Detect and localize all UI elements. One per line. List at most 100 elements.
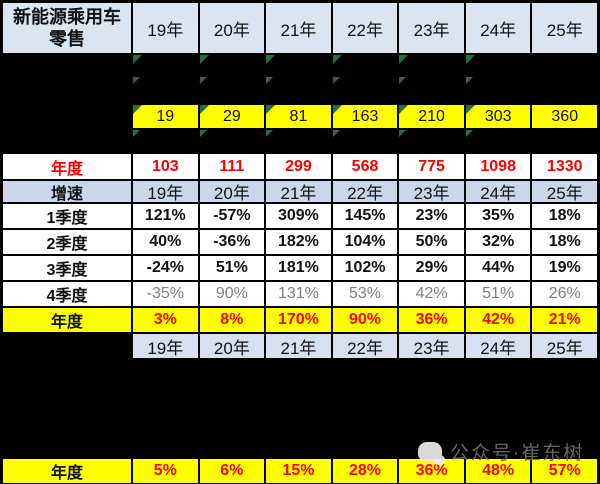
annual-growth-cell: 8% — [199, 308, 265, 332]
hidden-cell — [3, 334, 131, 358]
year-header-cell: 24年 — [465, 334, 531, 358]
growth-cell: 42% — [399, 282, 464, 306]
green-triangle-icon — [399, 105, 409, 114]
annual-growth-cell: 90% — [332, 308, 398, 332]
hidden-cell — [199, 130, 265, 152]
bottom-annual-label: 年度 — [3, 459, 131, 483]
annual-growth-cell: 170% — [266, 308, 331, 332]
green-triangle-icon — [332, 130, 340, 137]
growth-cell: 102% — [332, 256, 398, 280]
growth-cell: 104% — [332, 230, 398, 254]
growth-cell: -35% — [133, 282, 198, 306]
year-header-cell: 24年 — [465, 181, 531, 203]
growth-cell: 90% — [199, 282, 265, 306]
hidden-cell — [532, 77, 597, 103]
growth-cell: 29% — [399, 256, 464, 280]
annual-growth-row: 年度 3% 8% 170% 90% 36% 42% 21% — [3, 308, 598, 332]
year-header-cell: 23年 — [399, 181, 464, 203]
retail-volume-cell: 360 — [532, 105, 598, 128]
year-header-cell: 25年 — [532, 334, 598, 358]
growth-label: 增速 — [3, 181, 131, 203]
year-header-cell: 22年 — [332, 181, 398, 203]
bottom-annual-row: 年度 5% 6% 15% 28% 36% 48% 57% — [3, 459, 598, 483]
hidden-cell — [532, 55, 597, 75]
hidden-cell — [532, 130, 597, 152]
annual-volume-cell: 111 — [199, 154, 265, 179]
growth-cell: 50% — [399, 230, 464, 254]
hidden-cell — [399, 55, 464, 75]
annual-growth-cell: 36% — [399, 308, 464, 332]
hidden-cell — [3, 105, 131, 128]
quarter-label: 1季度 — [3, 204, 131, 228]
hidden-cell — [332, 130, 398, 152]
bottom-annual-cell: 48% — [465, 459, 531, 483]
annual-volume-cell: 1330 — [532, 154, 598, 179]
hidden-cell — [133, 130, 198, 152]
hidden-cell — [266, 55, 331, 75]
quarter-row-q1: 1季度 121% -57% 309% 145% 23% 35% 18% — [3, 204, 598, 228]
growth-cell: 19% — [532, 256, 598, 280]
hidden-section — [3, 360, 597, 457]
growth-cell: 309% — [266, 204, 331, 228]
growth-header-row: 增速 19年 20年 21年 22年 23年 24年 25年 — [3, 181, 598, 203]
year-header-cell: 24年 — [465, 3, 531, 53]
growth-cell: 131% — [266, 282, 331, 306]
green-triangle-icon — [332, 77, 340, 84]
year-header-cell: 19年 — [133, 3, 198, 53]
cell-value: 163 — [351, 107, 379, 125]
table-title: 新能源乘用车零售 — [3, 3, 131, 53]
hidden-cell — [3, 130, 131, 152]
growth-cell: 18% — [532, 230, 598, 254]
growth-cell: 145% — [332, 204, 398, 228]
quarter-label: 2季度 — [3, 230, 131, 254]
green-triangle-icon — [133, 105, 142, 114]
annual-volume-cell: 299 — [266, 154, 331, 179]
green-triangle-icon — [332, 105, 342, 114]
cell-value: 29 — [222, 107, 241, 125]
quarter-row-q3: 3季度 -24% 51% 181% 102% 29% 44% 19% — [3, 256, 598, 280]
growth-cell: 182% — [266, 230, 331, 254]
quarter-label: 3季度 — [3, 256, 131, 280]
year-header-cell: 20年 — [199, 3, 265, 53]
hidden-cell — [199, 77, 265, 103]
cell-value: 210 — [418, 107, 445, 125]
growth-cell: -57% — [199, 204, 265, 228]
growth-cell: 40% — [133, 230, 198, 254]
growth-cell: 181% — [266, 256, 331, 280]
retail-volume-cell: 19 — [133, 105, 198, 128]
green-triangle-icon — [266, 55, 276, 64]
green-triangle-icon — [399, 55, 409, 64]
green-triangle-icon — [465, 77, 473, 84]
cell-value: 19 — [156, 107, 175, 125]
growth-cell: 121% — [133, 204, 198, 228]
quarter-row-q2: 2季度 40% -36% 182% 104% 50% 32% 18% — [3, 230, 598, 254]
lower-header-row: 19年 20年 21年 22年 23年 24年 25年 — [3, 334, 598, 358]
year-header-cell: 22年 — [332, 3, 398, 53]
green-triangle-icon — [133, 55, 142, 64]
retail-volume-cell: 29 — [199, 105, 265, 128]
growth-cell: 53% — [332, 282, 398, 306]
bottom-annual-cell: 15% — [266, 459, 331, 483]
bottom-annual-cell: 28% — [332, 459, 398, 483]
hidden-cell — [199, 55, 265, 75]
green-triangle-icon — [266, 77, 274, 84]
annual-volume-cell: 775 — [399, 154, 464, 179]
year-header-cell: 20年 — [199, 334, 265, 358]
green-triangle-icon — [465, 55, 475, 64]
hidden-row — [3, 77, 597, 103]
hidden-cell — [3, 55, 131, 75]
hidden-cell — [465, 77, 531, 103]
hidden-cell — [332, 55, 398, 75]
annual-volume-cell: 1098 — [465, 154, 531, 179]
hidden-cell — [3, 77, 131, 103]
green-triangle-icon — [399, 77, 407, 84]
green-triangle-icon — [399, 130, 407, 137]
retail-volume-cell: 303 — [465, 105, 531, 128]
top-header-row: 新能源乘用车零售 19年 20年 21年 22年 23年 24年 25年 — [3, 3, 598, 53]
growth-cell: -24% — [133, 256, 198, 280]
bottom-annual-cell: 36% — [399, 459, 464, 483]
year-header-cell: 19年 — [133, 181, 198, 203]
green-triangle-icon — [199, 55, 209, 64]
hidden-cell — [332, 77, 398, 103]
